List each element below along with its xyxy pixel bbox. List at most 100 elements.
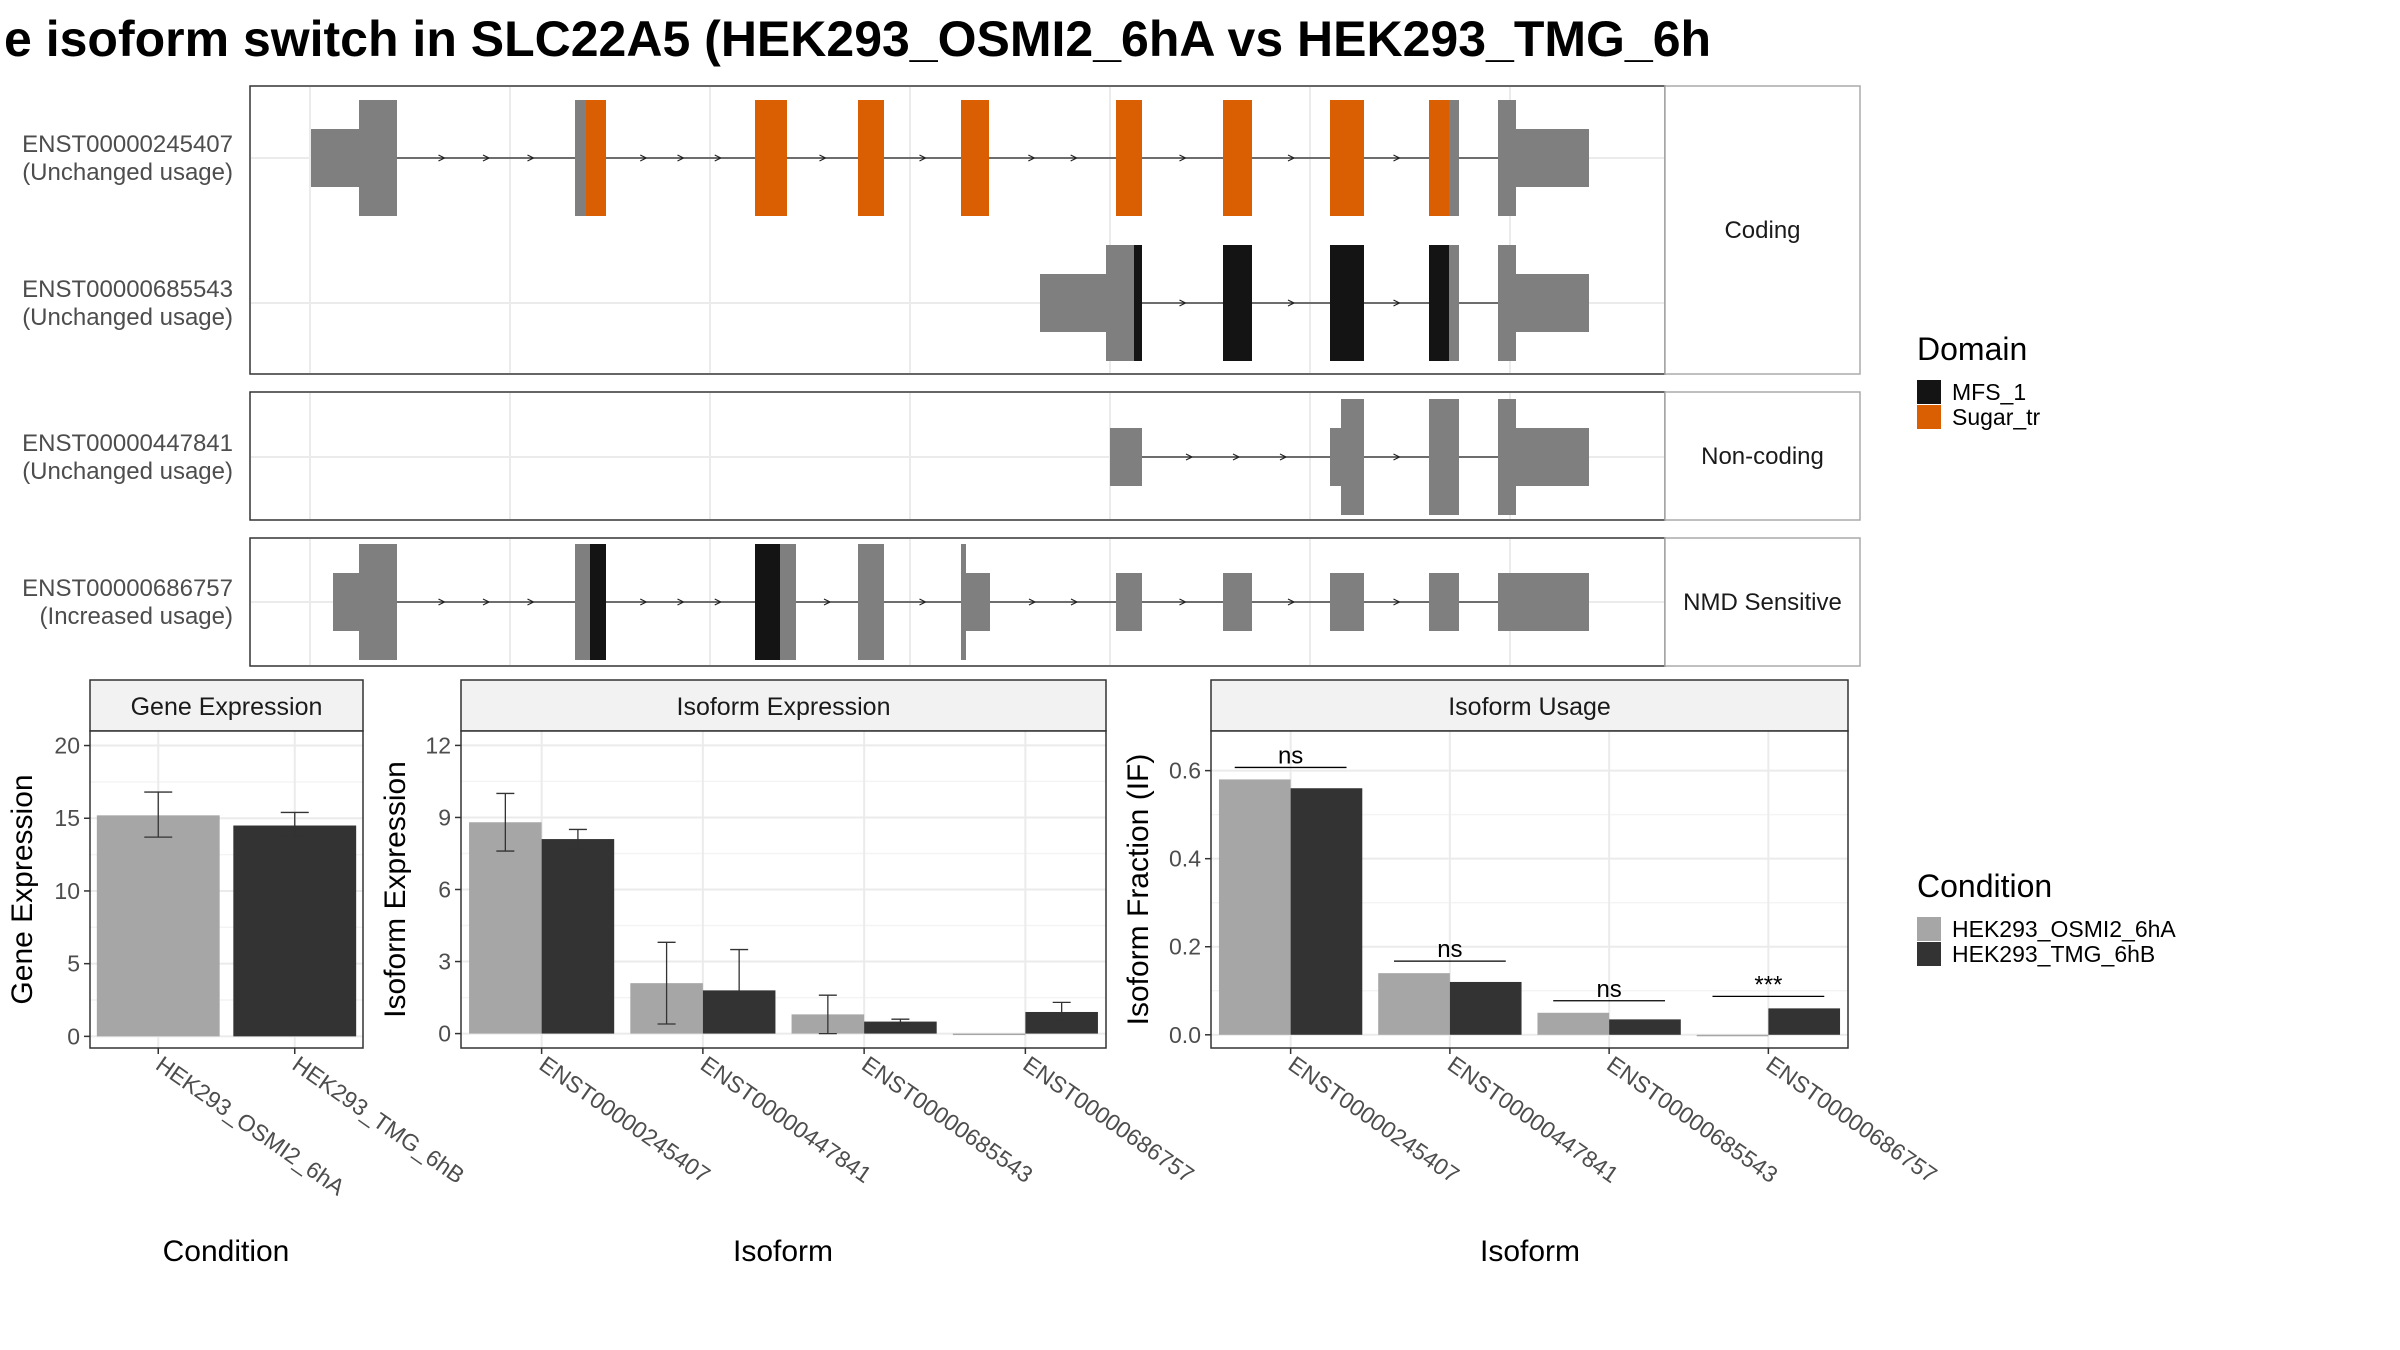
- significance-label: ***: [1754, 971, 1782, 998]
- group-label: NMD Sensitive: [1683, 589, 1842, 616]
- y-tick-label: 0: [67, 1023, 80, 1049]
- exon: [1429, 399, 1459, 515]
- strand-arrow: [1185, 453, 1194, 461]
- domain-exon: [1116, 100, 1142, 216]
- exon: [311, 129, 359, 187]
- bar: [1025, 1011, 1098, 1034]
- domain-exon: [1429, 245, 1449, 361]
- strand-arrow: [527, 598, 535, 606]
- strand-arrow: [482, 598, 491, 606]
- strand-arrow: [438, 598, 446, 606]
- domain-exon: [1429, 100, 1449, 216]
- y-tick-label: 0.6: [1169, 758, 1201, 784]
- exon: [333, 573, 359, 631]
- y-tick-label: 9: [438, 804, 451, 830]
- exon: [1498, 245, 1516, 361]
- strand-arrow: [1393, 154, 1401, 162]
- facet-strip: [89, 679, 364, 732]
- strand-arrow: [677, 154, 685, 162]
- exon: [1223, 573, 1252, 631]
- facet-title: Isoform Expression: [677, 693, 891, 721]
- group-label: Coding: [1724, 217, 1800, 244]
- significance-label: ns: [1278, 742, 1303, 769]
- exon: [780, 544, 796, 660]
- domain-exon: [590, 544, 606, 660]
- domain-legend-key: [1917, 380, 1941, 404]
- strand-arrow: [1287, 299, 1296, 307]
- strand-arrow: [714, 598, 723, 606]
- domain-legend-label: Sugar_tr: [1952, 404, 2041, 430]
- strand-arrow: [1287, 598, 1296, 606]
- y-tick-label: 3: [438, 949, 451, 975]
- strand-arrow: [1028, 154, 1036, 162]
- x-tick-label: ENST00000685543: [1602, 1051, 1782, 1188]
- x-tick-label: ENST00000447841: [696, 1051, 876, 1188]
- exon: [858, 544, 884, 660]
- y-tick-label: 10: [54, 878, 80, 904]
- bar: [1537, 1012, 1610, 1035]
- facet-strip: [460, 679, 1107, 732]
- transcript-id: ENST00000685543: [22, 276, 233, 303]
- x-axis-title: Isoform: [1480, 1235, 1580, 1268]
- bar: [1449, 981, 1522, 1035]
- domain-exon: [858, 100, 884, 216]
- bar: [1696, 1034, 1769, 1037]
- x-tick-label: ENST00000685543: [857, 1051, 1037, 1188]
- transcript-usage: (Increased usage): [40, 603, 233, 630]
- x-tick-label: ENST00000686757: [1019, 1051, 1199, 1188]
- x-axis-title: Isoform: [733, 1235, 833, 1268]
- domain-exon: [586, 100, 606, 216]
- domain-exon: [1330, 245, 1364, 361]
- strand-arrow: [919, 154, 927, 162]
- exon: [575, 544, 590, 660]
- plot-border: [460, 730, 1107, 1049]
- strand-arrow: [639, 154, 648, 162]
- y-tick-label: 20: [54, 733, 80, 759]
- exon: [1516, 274, 1589, 332]
- strand-arrow: [1393, 299, 1401, 307]
- domain-exon: [755, 544, 780, 660]
- exon: [961, 544, 966, 660]
- significance-label: ns: [1437, 936, 1462, 963]
- condition-legend-label: HEK293_OSMI2_6hA: [1952, 916, 2176, 942]
- plot-border: [1210, 730, 1849, 1049]
- facet-title: Gene Expression: [131, 693, 323, 721]
- x-tick-label: ENST00000686757: [1762, 1051, 1942, 1188]
- bar: [541, 839, 615, 1034]
- domain-exon: [1223, 245, 1252, 361]
- y-tick-label: 5: [67, 951, 80, 977]
- y-axis-title: Isoform Expression: [379, 761, 412, 1018]
- y-tick-label: 0.2: [1169, 934, 1201, 960]
- domain-legend-label: MFS_1: [1952, 379, 2026, 405]
- exon: [359, 100, 397, 216]
- transcript-usage: (Unchanged usage): [22, 159, 233, 186]
- exon: [1330, 573, 1364, 631]
- exon: [1116, 573, 1142, 631]
- bar: [1768, 1008, 1841, 1035]
- exon: [1429, 573, 1459, 631]
- domain-exon: [1134, 245, 1142, 361]
- strand-arrow: [1393, 598, 1401, 606]
- transcript-id: ENST00000686757: [22, 575, 233, 602]
- transcript-usage: (Unchanged usage): [22, 304, 233, 331]
- strand-arrow: [1070, 598, 1079, 606]
- exon: [359, 544, 397, 660]
- bar: [952, 1033, 1026, 1036]
- domain-exon: [961, 100, 989, 216]
- domain-exon: [1223, 100, 1252, 216]
- y-axis-title: Isoform Fraction (IF): [1122, 754, 1155, 1026]
- y-tick-label: 0.4: [1169, 846, 1201, 872]
- bar: [1609, 1019, 1681, 1035]
- strand-arrow: [1070, 154, 1079, 162]
- y-tick-label: 15: [54, 805, 80, 831]
- group-strip-3: [1664, 537, 1861, 667]
- strand-arrow: [527, 154, 535, 162]
- x-tick-label: ENST00000245407: [1284, 1051, 1464, 1188]
- condition-legend-key: [1917, 917, 1941, 941]
- strand-arrow: [1179, 299, 1187, 307]
- bar: [1290, 788, 1363, 1035]
- strand-arrow: [1179, 598, 1187, 606]
